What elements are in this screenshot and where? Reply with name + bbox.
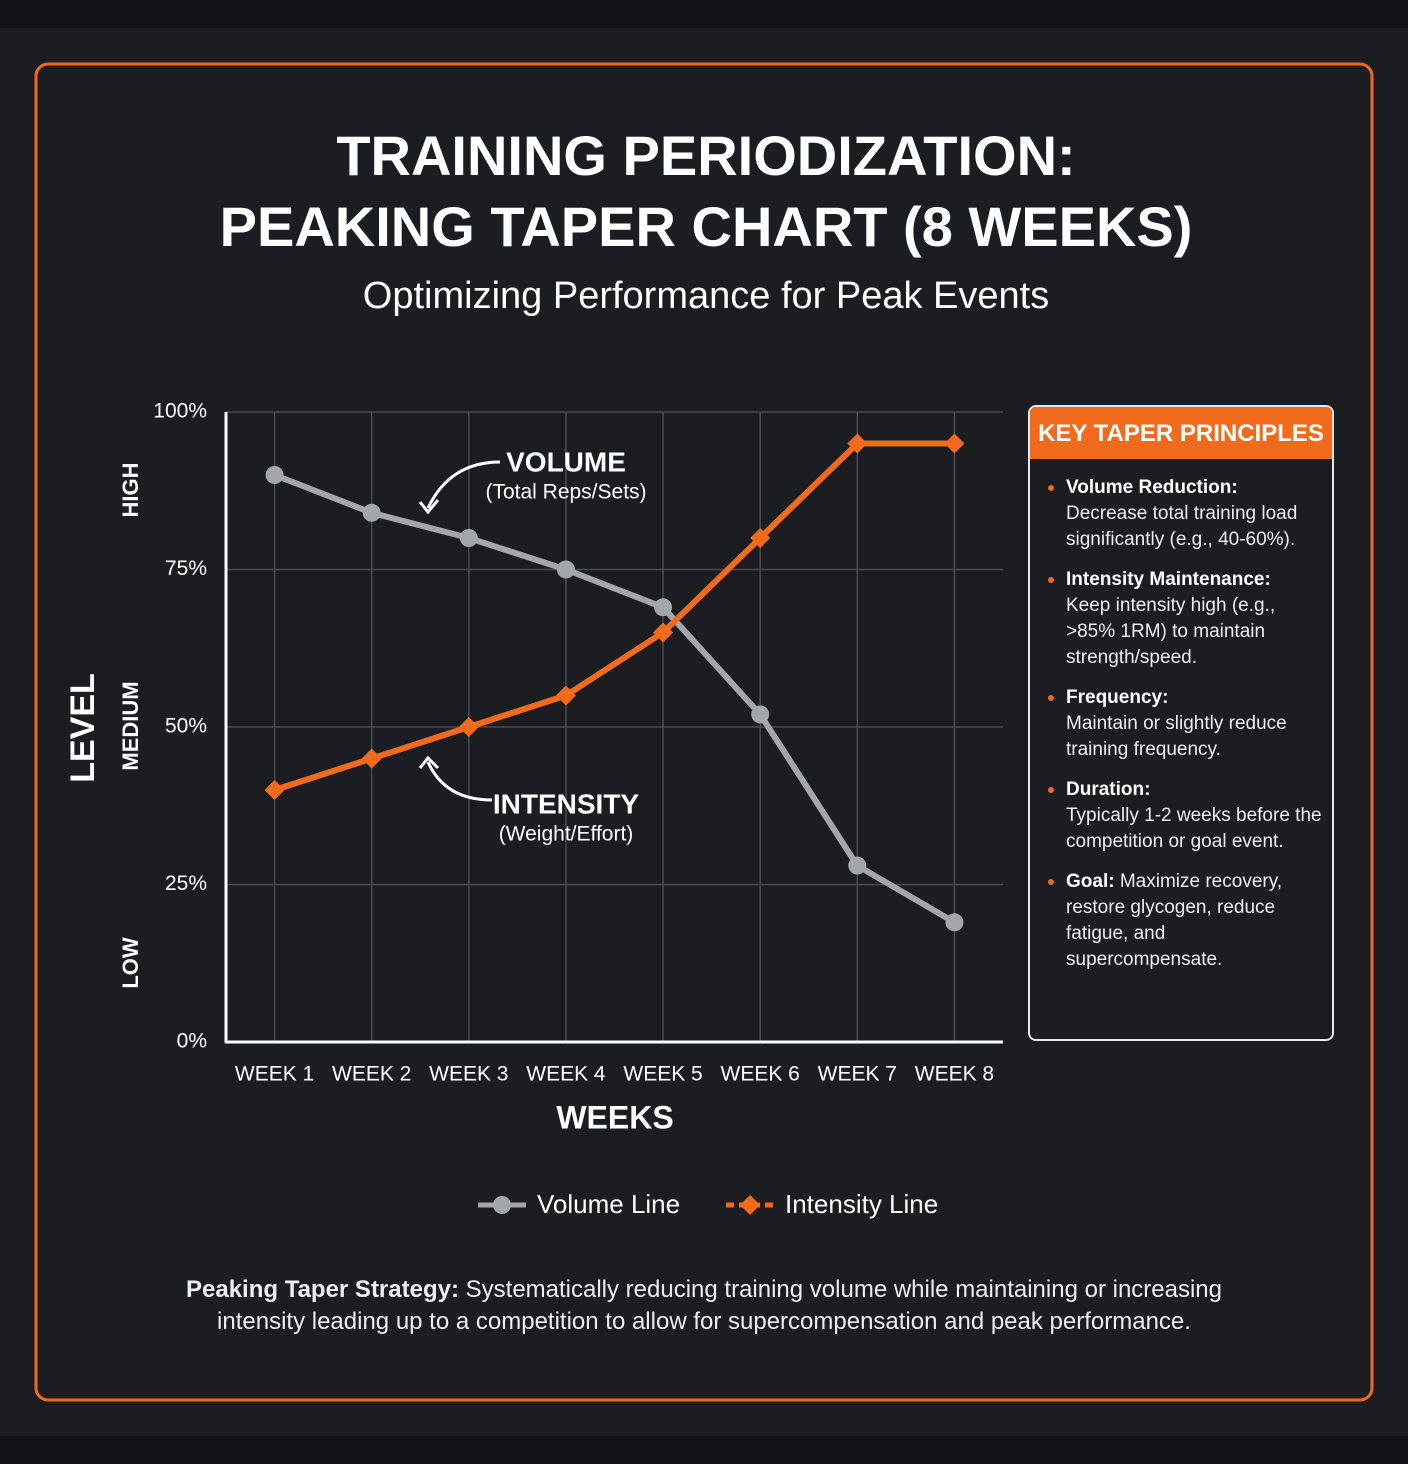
y-axis-label: LEVEL (64, 673, 102, 783)
principle-heading: Frequency: (1066, 687, 1169, 708)
panel-title: KEY TAPER PRINCIPLES (1030, 407, 1332, 459)
x-tick-label: WEEK 6 (721, 1063, 800, 1086)
y-tick-label: 100% (153, 400, 207, 423)
y-zone-label: LOW (118, 937, 143, 989)
marker-diamond (740, 1195, 760, 1215)
annotation-title: VOLUME (506, 446, 626, 477)
footer: Peaking Taper Strategy: Systematically r… (150, 1274, 1258, 1338)
marker-diamond (653, 622, 674, 643)
x-tick-label: WEEK 5 (623, 1063, 702, 1086)
principle-item: Intensity Maintenance: Keep intensity hi… (1048, 567, 1322, 671)
series-line (273, 472, 956, 925)
y-tick-label: 75% (165, 557, 207, 580)
principle-text: Keep intensity high (e.g., >85% 1RM) to … (1066, 595, 1276, 668)
marker-circle (654, 598, 673, 617)
footer-heading: Peaking Taper Strategy: (185, 1276, 459, 1303)
marker-diamond (361, 748, 382, 769)
chart-title: TRAINING PERIODIZATION: (336, 124, 1075, 187)
principle-text: Maintain or slightly reduce training fre… (1066, 713, 1287, 760)
frame (34, 62, 1374, 1402)
principle-heading: Volume Reduction: (1066, 477, 1238, 498)
y-zone-label: HIGH (118, 463, 143, 518)
chart-subtitle: Optimizing Performance for Peak Events (363, 275, 1049, 317)
principles-list: Volume Reduction: Decrease total trainin… (1030, 459, 1332, 973)
marker-circle (265, 466, 284, 484)
annotation-text: (Weight/Effort) (499, 823, 634, 846)
principle-item: Duration: Typically 1-2 weeks before the… (1048, 777, 1322, 855)
marker-circle (493, 1196, 511, 1214)
principle-text: Maximize recovery, restore glycogen, red… (1066, 871, 1283, 970)
marker-circle (459, 529, 478, 547)
marker-diamond (847, 433, 868, 454)
marker-circle (556, 560, 575, 579)
annotation-arrow-head (418, 499, 440, 515)
marker-diamond (750, 528, 771, 548)
y-zone-label: MEDIUM (118, 681, 143, 770)
marker-diamond (555, 685, 576, 706)
x-tick-label: WEEK 7 (818, 1063, 897, 1086)
y-tick-label: 0% (177, 1030, 207, 1053)
marker-diamond (944, 433, 965, 454)
y-tick-label: 25% (165, 872, 207, 895)
marker-diamond (458, 717, 479, 737)
annotation-text: (Total Reps/Sets) (485, 481, 646, 504)
marker-diamond (264, 780, 285, 800)
principle-item: Goal: Maximize recovery, restore glycoge… (1048, 869, 1322, 973)
marker-circle (945, 913, 964, 932)
x-tick-label: WEEK 8 (915, 1063, 994, 1086)
plot-area: 0% 25% 50% 75% 100% WEEK 1 WEEK 2 WEEK 3 WEEK 4 W… (153, 400, 1003, 1086)
x-tick-label: WEEK 3 (429, 1063, 508, 1086)
x-tick-label: WEEK 2 (332, 1063, 411, 1086)
marker-circle (751, 705, 770, 724)
marker-circle (362, 503, 381, 522)
annotation-title: INTENSITY (493, 788, 640, 819)
x-axis-label: WEEKS (556, 1099, 673, 1135)
principle-text: Decrease total training load significant… (1066, 503, 1298, 550)
principle-item: Frequency: Maintain or slightly reduce t… (1048, 685, 1322, 763)
series-line (273, 440, 955, 793)
legend: Volume Line Intensity Line (478, 1189, 938, 1219)
principles-panel: KEY TAPER PRINCIPLES Volume Reduction: D… (1028, 405, 1334, 1041)
annotation-arrow-head (418, 755, 440, 770)
principle-heading: Goal: (1066, 871, 1115, 892)
principle-text: Typically 1-2 weeks before the competiti… (1066, 805, 1322, 852)
chart-title: PEAKING TAPER CHART (8 WEEKS) (220, 195, 1193, 258)
annotation-arrow (426, 761, 493, 802)
principle-heading: Intensity Maintenance: (1066, 569, 1271, 590)
principle-heading: Duration: (1066, 779, 1151, 800)
marker-circle (848, 856, 867, 875)
x-tick-label: WEEK 1 (235, 1063, 314, 1086)
footer-text: Systematically reducing training volume … (217, 1276, 1223, 1335)
legend-label: Intensity Line (785, 1189, 938, 1219)
principle-item: Volume Reduction: Decrease total trainin… (1048, 475, 1322, 553)
y-tick-label: 50% (165, 715, 207, 738)
annotation-arrow (426, 460, 501, 509)
x-tick-label: WEEK 4 (526, 1063, 606, 1086)
legend-label: Volume Line (537, 1189, 680, 1219)
